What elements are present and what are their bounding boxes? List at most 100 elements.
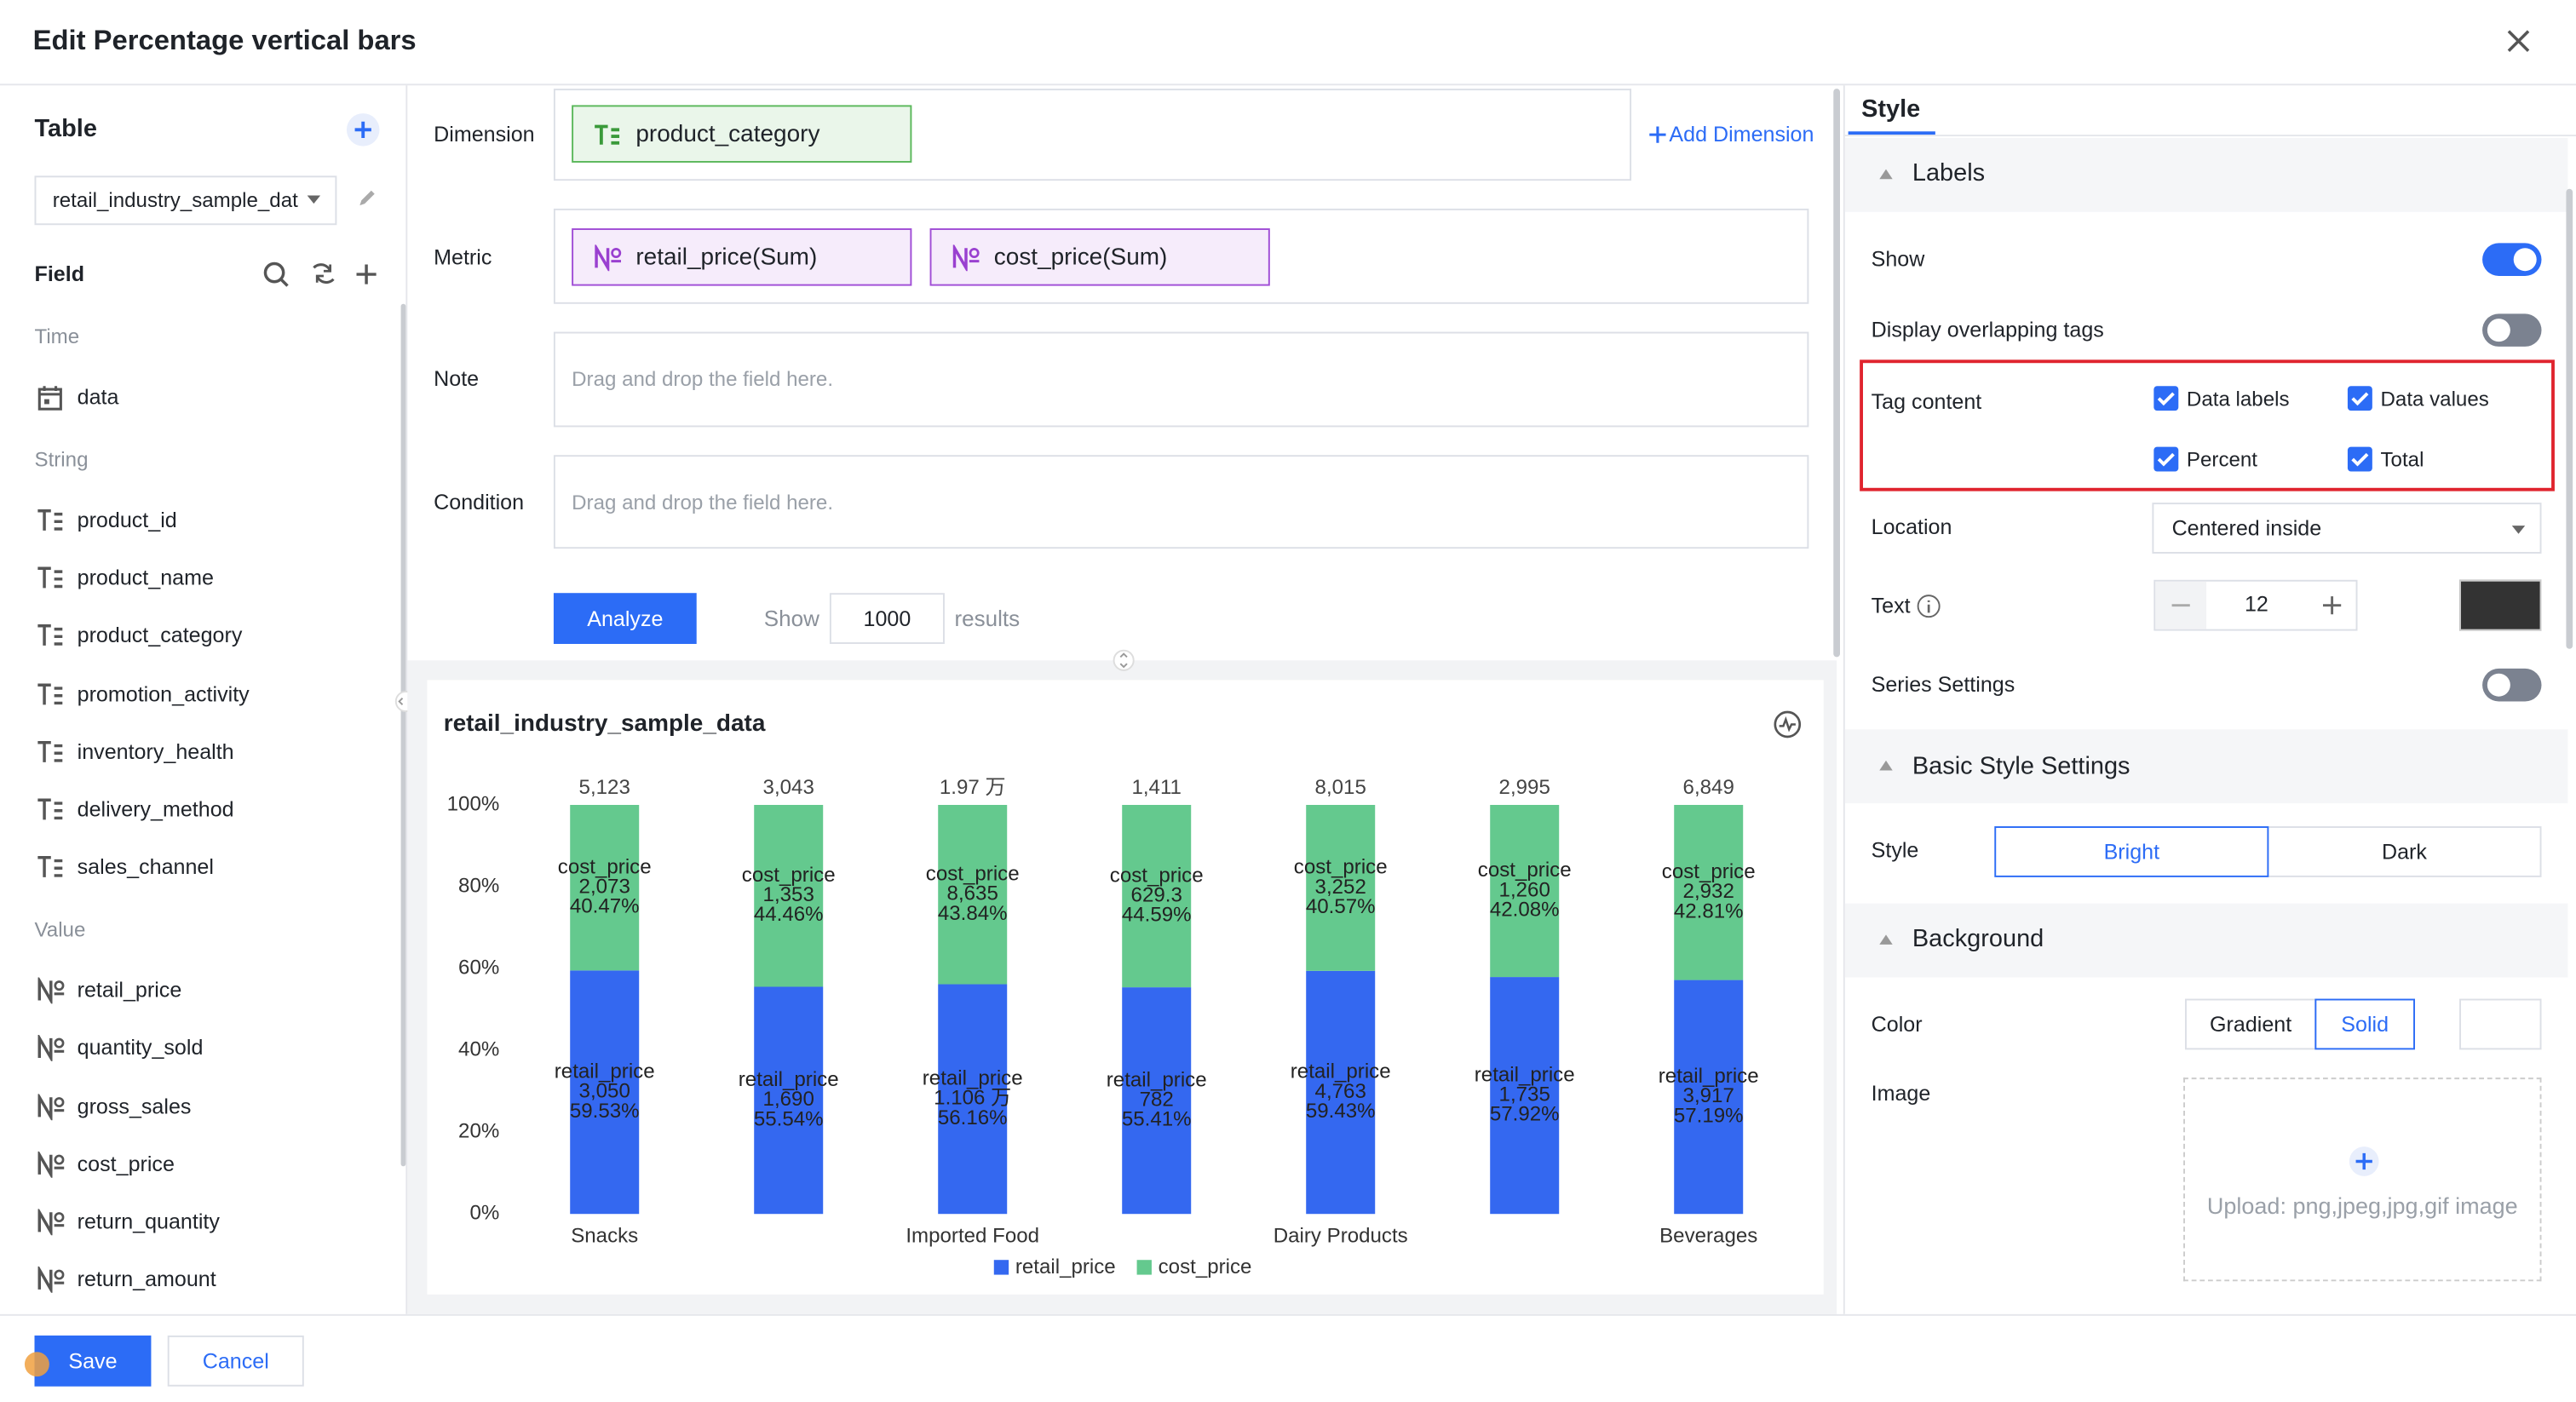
chart-options-icon[interactable] [1773, 710, 1803, 739]
decoration [54, 1038, 65, 1049]
decoration [54, 1154, 65, 1165]
checkbox[interactable] [2347, 446, 2372, 472]
y-tick-label: 60% [458, 956, 499, 979]
scrollbar[interactable] [1833, 89, 1840, 658]
decoration [37, 1093, 53, 1120]
metric-chip[interactable]: retail_price(Sum) [572, 228, 912, 286]
decoration [37, 566, 63, 589]
field-tools[interactable] [260, 260, 391, 290]
field-item[interactable]: inventory_health [77, 738, 234, 764]
dimension-chip[interactable]: product_category [572, 105, 912, 163]
data-label: 3,252 [1315, 876, 1366, 899]
decoration [37, 856, 63, 878]
total-label: 2,995 [1499, 776, 1550, 799]
background-color-swatch[interactable] [2459, 998, 2542, 1050]
dark-option[interactable]: Dark [2267, 826, 2542, 877]
checkbox[interactable] [2153, 386, 2179, 411]
cancel-button[interactable]: Cancel [167, 1335, 304, 1387]
font-size-stepper: 12 [2153, 579, 2358, 631]
field-item[interactable]: data [77, 384, 119, 410]
placeholder: Drag and drop the field here. [572, 367, 834, 391]
string-icon [37, 682, 63, 704]
field-item[interactable]: product_category [77, 623, 243, 648]
field-item[interactable]: retail_price [77, 977, 182, 1003]
data-label: 8,635 [947, 882, 998, 905]
edit-icon[interactable] [356, 186, 379, 209]
decoration [952, 244, 968, 272]
gradient-option[interactable]: Gradient [2184, 998, 2317, 1050]
decoration [2507, 30, 2530, 53]
upload-plus [2349, 1146, 2379, 1176]
data-label: 59.43% [1306, 1100, 1376, 1123]
data-label: 1,353 [763, 883, 814, 906]
section-title: Labels [1912, 159, 1986, 187]
show-label: Show [763, 606, 819, 631]
add-dimension-link[interactable]: Add Dimension [1669, 121, 1814, 147]
decoration [1879, 760, 1893, 771]
total-label: 1.97 万 [940, 776, 1006, 799]
total-label: 6,849 [1683, 776, 1734, 799]
data-label: retail_price [739, 1068, 839, 1091]
table-select[interactable]: retail_industry_sample_data [34, 175, 337, 226]
checkbox-label: Data values [2380, 388, 2489, 411]
bar-segment [754, 804, 824, 987]
location-select[interactable]: Centered inside [2152, 503, 2542, 554]
basic-style-section[interactable]: Basic Style Settings [1844, 729, 2568, 804]
group-label: Time [34, 325, 80, 348]
data-label: retail_price [1291, 1060, 1391, 1083]
add-icon[interactable] [1647, 125, 1667, 145]
toggle[interactable] [2482, 668, 2542, 702]
increment-button[interactable] [2307, 582, 2358, 629]
field-item[interactable]: delivery_method [77, 796, 234, 822]
chart-card: retail_industry_sample_data 0% 20% 40% 60% 8… [427, 680, 1824, 1295]
metric-chip[interactable]: cost_price(Sum) [929, 228, 1270, 286]
analyze-button[interactable]: Analyze [553, 593, 697, 644]
text-color-swatch[interactable] [2459, 579, 2542, 631]
resize-handle[interactable] [1113, 649, 1136, 672]
checkbox[interactable] [2153, 446, 2179, 472]
chart: 0%20%40%60%80%100%retail_price3,05059.53… [447, 776, 1759, 1278]
bright-option[interactable]: Bright [1994, 826, 2269, 877]
decoration [1119, 652, 1128, 669]
field-item[interactable]: cost_price [77, 1151, 175, 1176]
dropdown-arrow [2511, 526, 2526, 534]
toggle[interactable] [2482, 243, 2542, 276]
data-label: retail_price [1107, 1068, 1207, 1091]
decrement-button[interactable] [2155, 581, 2207, 629]
field-item[interactable]: product_id [77, 507, 177, 532]
save-button[interactable]: Save [34, 1335, 152, 1387]
field-item[interactable]: quantity_sold [77, 1035, 204, 1060]
y-tick-label: 0% [469, 1202, 499, 1225]
field-item[interactable]: return_quantity [77, 1209, 220, 1234]
condition-dropzone[interactable]: Drag and drop the field here. [553, 455, 1809, 549]
divider [0, 83, 2576, 86]
upload-area[interactable]: Upload: png,jpeg,jpg,gif image [2183, 1077, 2542, 1282]
note-dropzone[interactable]: Drag and drop the field here. [553, 331, 1809, 428]
condition-label: Condition [434, 489, 525, 514]
tab-underline [1848, 131, 1935, 135]
field-item[interactable]: promotion_activity [77, 681, 250, 706]
decoration [54, 980, 65, 991]
style-tab[interactable]: Style [1861, 95, 1921, 124]
field-item[interactable]: gross_sales [77, 1093, 192, 1118]
x-tick-label: Imported Food [906, 1225, 1039, 1248]
field-item[interactable]: sales_channel [77, 854, 214, 880]
decoration [2351, 392, 2369, 406]
decoration [359, 190, 375, 206]
toggle[interactable] [2482, 313, 2542, 347]
limit-input[interactable]: 1000 [829, 593, 945, 644]
add-table-button[interactable] [345, 112, 381, 147]
field-item[interactable]: return_amount [77, 1267, 216, 1292]
solid-option[interactable]: Solid [2314, 998, 2415, 1050]
close-button[interactable] [2504, 26, 2533, 56]
scrollbar[interactable] [400, 303, 406, 1167]
field-item[interactable]: product_name [77, 565, 214, 590]
labels-section[interactable]: Labels [1844, 137, 2568, 212]
info-icon[interactable] [1916, 593, 1942, 619]
checkbox[interactable] [2347, 386, 2372, 411]
background-section[interactable]: Background [1844, 903, 2568, 978]
scrollbar[interactable] [2566, 188, 2573, 649]
data-label: 44.46% [754, 903, 824, 926]
data-label: 40.57% [1306, 895, 1376, 918]
